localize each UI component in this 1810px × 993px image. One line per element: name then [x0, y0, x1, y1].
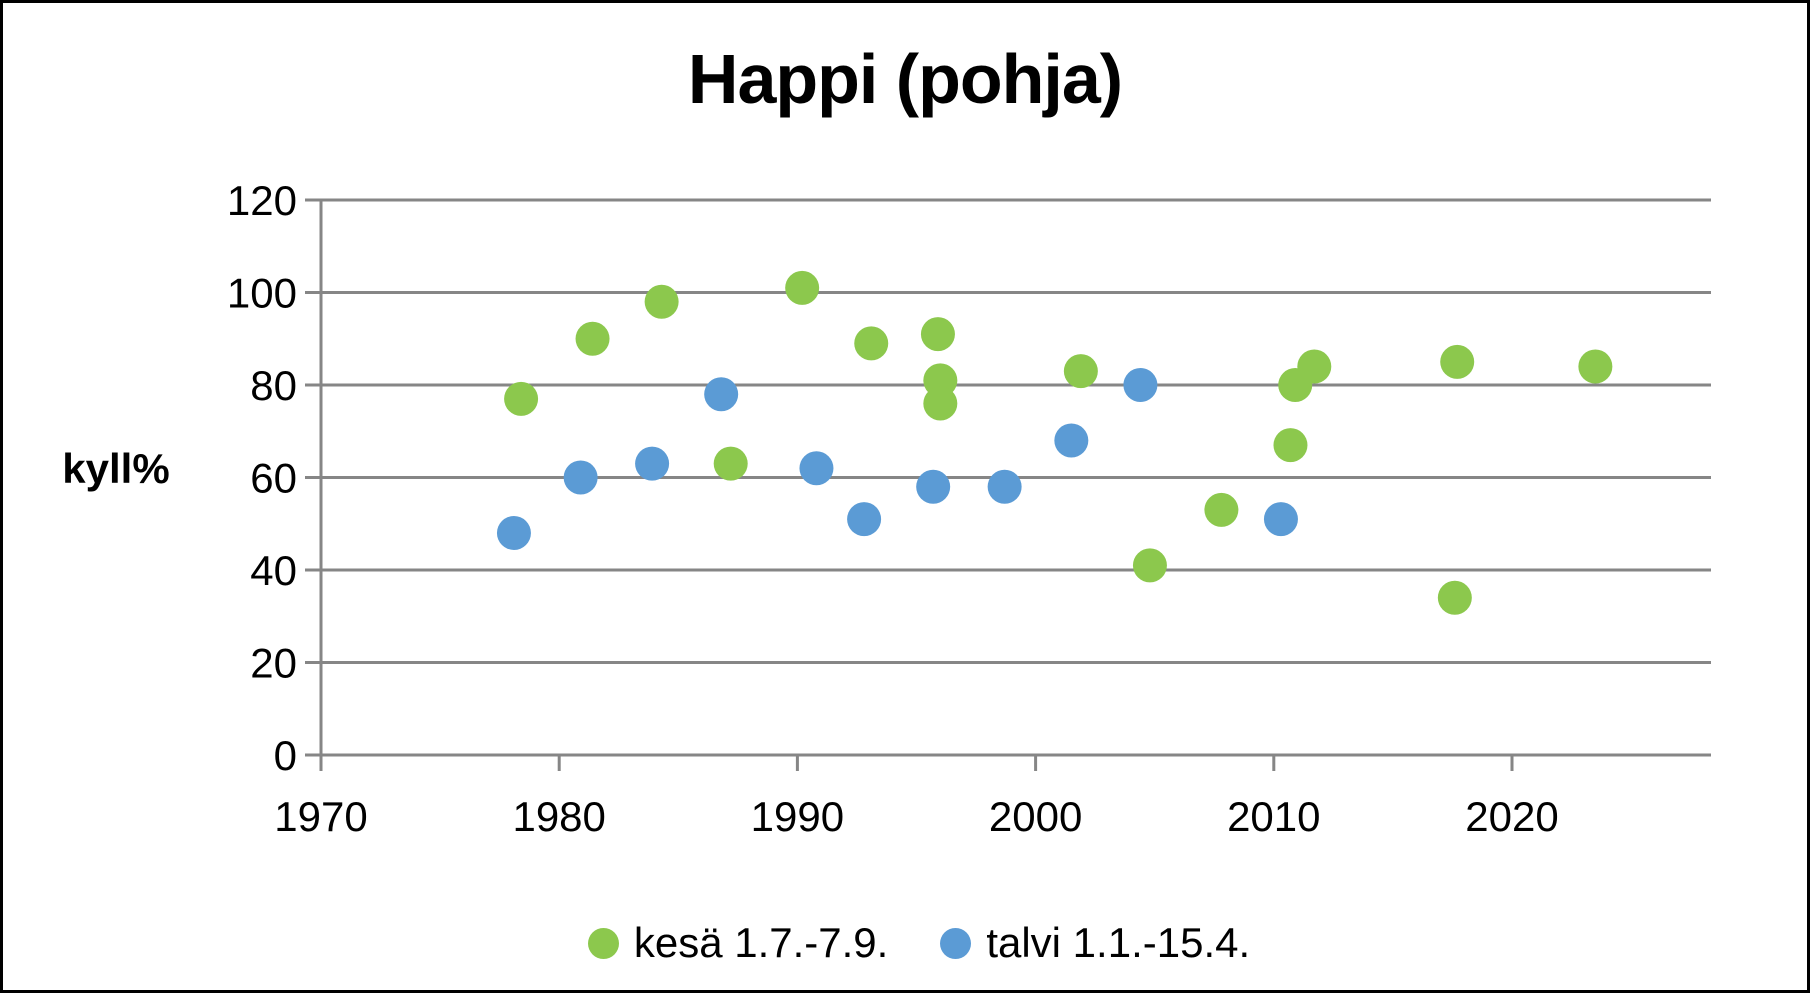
data-point-kesa — [1063, 354, 1098, 389]
plot-area: 1970 1980 1990 2000 2010 2020 0 20 40 60 80 100 120 — [227, 177, 1711, 840]
x-tick-label: 2000 — [989, 793, 1082, 840]
data-point-kesa — [854, 326, 889, 361]
legend-item-kesa: kesä 1.7.-7.9. — [587, 919, 889, 967]
y-tick-label: 20 — [250, 640, 297, 687]
legend-marker-kesa-icon — [587, 927, 619, 959]
data-point-talvi — [987, 469, 1022, 504]
data-point-kesa — [1273, 428, 1308, 463]
data-point-talvi — [704, 377, 739, 412]
y-tick-label: 60 — [250, 455, 297, 502]
legend: kesä 1.7.-7.9. talvi 1.1.-15.4. — [17, 911, 1807, 975]
data-point-talvi — [635, 446, 670, 481]
data-point-talvi — [847, 502, 882, 537]
y-tick-label: 0 — [274, 732, 297, 779]
data-point-talvi — [916, 469, 951, 504]
data-point-talvi — [1123, 368, 1158, 402]
data-point-kesa — [1204, 492, 1239, 527]
y-tick-label: 80 — [250, 362, 297, 409]
data-point-kesa — [785, 270, 820, 305]
data-point-kesa — [504, 381, 539, 416]
y-axis-label: kyll% — [62, 445, 170, 492]
y-tick-label: 120 — [227, 177, 297, 224]
data-point-talvi — [1263, 502, 1298, 537]
data-point-kesa — [644, 284, 679, 319]
data-point-talvi — [496, 516, 531, 550]
legend-item-talvi: talvi 1.1.-15.4. — [940, 919, 1250, 967]
data-point-kesa — [1437, 580, 1472, 615]
x-tick-label: 2010 — [1227, 793, 1320, 840]
data-point-talvi — [563, 460, 598, 495]
data-point-talvi — [1054, 423, 1089, 458]
legend-label-kesa: kesä 1.7.-7.9. — [633, 919, 889, 966]
data-point-talvi — [799, 451, 834, 486]
x-tick-label: 1970 — [274, 793, 367, 840]
legend-label-talvi: talvi 1.1.-15.4. — [986, 919, 1251, 966]
data-point-kesa — [1132, 548, 1167, 583]
x-tick-label: 1990 — [751, 793, 844, 840]
data-point-kesa — [575, 321, 610, 356]
legend-marker-talvi-icon — [940, 927, 972, 959]
y-tick-label: 100 — [227, 270, 297, 317]
data-point-kesa — [1578, 349, 1613, 384]
data-point-kesa — [920, 317, 955, 352]
x-tick-label: 1980 — [512, 793, 605, 840]
chart-title: Happi (pohja) — [687, 40, 1123, 118]
data-point-kesa — [1297, 349, 1332, 384]
data-point-kesa — [923, 386, 958, 421]
data-point-kesa — [1440, 344, 1475, 379]
y-tick-label: 40 — [250, 547, 297, 594]
x-tick-label: 2020 — [1465, 793, 1558, 840]
data-point-kesa — [713, 446, 748, 481]
